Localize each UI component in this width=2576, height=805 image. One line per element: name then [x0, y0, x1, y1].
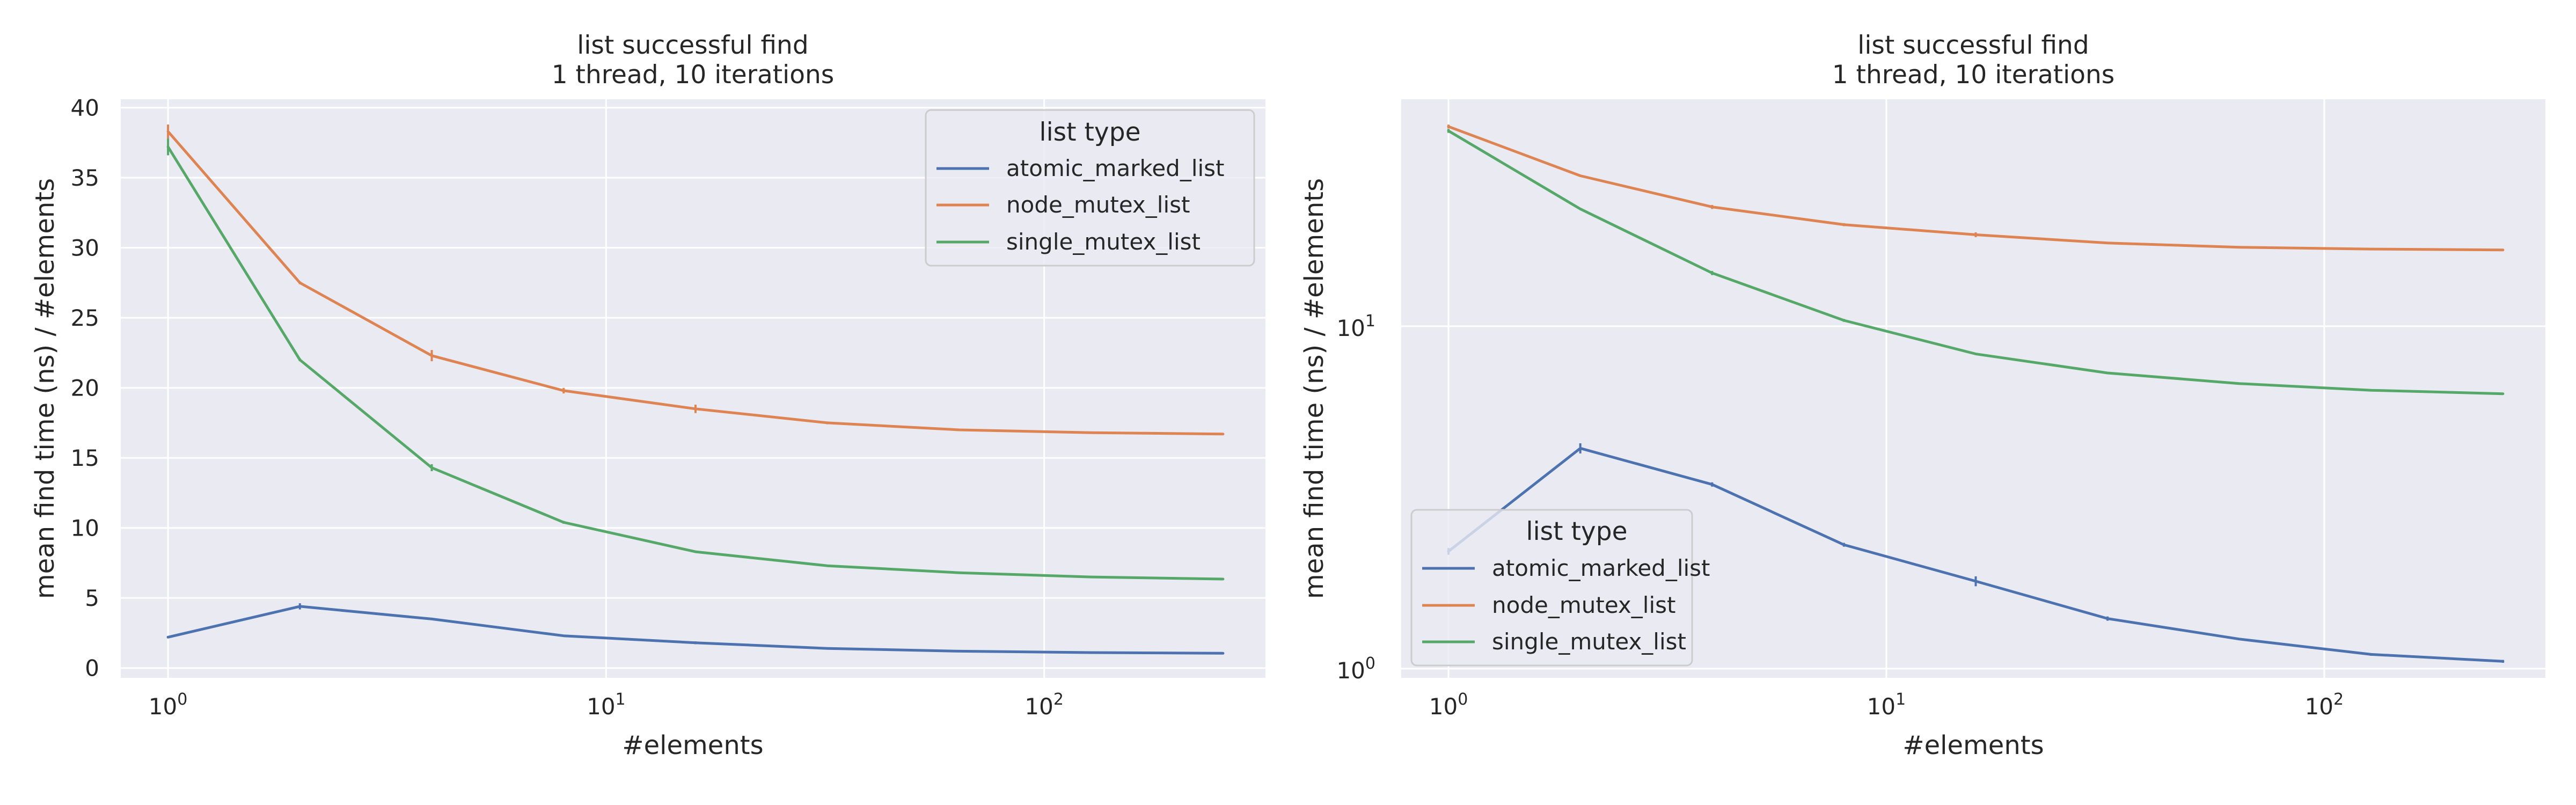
left-data-point-atomic — [958, 650, 960, 652]
right-data-point-single — [1711, 272, 1713, 274]
left-chart-panel: list successful find 1 thread, 10 iterat… — [30, 31, 1265, 760]
left-y-tick-label: 20 — [71, 375, 99, 401]
left-x-axis-label: #elements — [622, 730, 763, 760]
left-legend-label-single: single_mutex_list — [1006, 229, 1201, 255]
right-data-point-node — [2502, 249, 2504, 251]
right-x-tick-label: 100 — [1429, 690, 1468, 720]
right-legend-label-single: single_mutex_list — [1492, 628, 1686, 655]
left-data-point-atomic — [299, 605, 301, 608]
right-data-point-atomic — [2238, 638, 2241, 640]
left-legend-box — [925, 109, 1255, 267]
right-legend-title: list type — [1526, 517, 1628, 546]
right-chart-title-line1: list successful find — [1857, 31, 2089, 60]
left-x-tick-label: 100 — [149, 690, 188, 720]
left-data-point-node — [1090, 431, 1092, 434]
right-y-axis-label: mean find time (ns) / #elements — [1299, 178, 1329, 599]
left-y-tick-label: 5 — [85, 585, 99, 611]
right-data-point-single — [1579, 208, 1582, 210]
left-data-point-node — [826, 422, 829, 424]
right-data-point-node — [1711, 206, 1713, 208]
right-data-point-node — [2370, 248, 2372, 250]
left-data-point-single — [1090, 576, 1092, 578]
left-legend: list type atomic_marked_list node_mutex_… — [925, 109, 1255, 267]
left-data-point-atomic — [562, 635, 565, 637]
left-legend-title: list type — [1040, 118, 1141, 147]
left-data-point-single — [299, 358, 301, 361]
left-data-point-atomic — [826, 647, 829, 649]
right-y-tick-labels: 100 101 — [1336, 312, 1375, 684]
right-data-point-single — [1843, 319, 1845, 321]
right-chart-title-line2: 1 thread, 10 iterations — [1832, 60, 2115, 90]
left-data-point-node — [1222, 433, 1224, 435]
left-legend-label-node: node_mutex_list — [1006, 192, 1190, 218]
left-y-axis-label: mean find time (ns) / #elements — [30, 178, 60, 599]
right-data-point-atomic — [2106, 618, 2109, 620]
left-y-tick-label: 10 — [71, 515, 99, 541]
left-data-point-node — [431, 355, 433, 357]
left-y-tick-label: 30 — [71, 235, 99, 261]
left-data-point-node — [562, 390, 565, 392]
left-data-point-single — [1222, 578, 1224, 580]
left-y-tick-labels: 0 5 10 15 20 25 30 35 40 — [71, 95, 99, 682]
right-y-tick-label: 101 — [1336, 312, 1375, 341]
right-series-layer — [1447, 125, 2505, 663]
right-data-point-single — [2238, 383, 2241, 385]
right-x-tick-labels: 100 101 102 — [1429, 690, 2344, 720]
left-y-tick-label: 40 — [71, 95, 99, 121]
left-chart-title-line1: list successful find — [577, 31, 808, 60]
left-x-tick-label: 101 — [587, 690, 626, 720]
right-legend-label-node: node_mutex_list — [1492, 592, 1675, 618]
right-data-point-single — [2106, 372, 2109, 374]
left-data-point-atomic — [1090, 652, 1092, 654]
left-data-point-atomic — [1222, 652, 1224, 654]
right-x-tick-label: 102 — [2305, 690, 2344, 720]
left-data-point-single — [958, 572, 960, 574]
right-data-point-single — [1447, 130, 1450, 132]
left-data-point-atomic — [694, 642, 697, 644]
left-data-point-single — [562, 521, 565, 523]
left-series-layer — [166, 124, 1225, 655]
left-data-point-single — [167, 146, 169, 148]
right-data-point-atomic — [1579, 447, 1582, 449]
right-data-point-atomic — [2370, 653, 2372, 655]
right-data-point-single — [1974, 353, 1977, 355]
right-legend-label-atomic: atomic_marked_list — [1492, 555, 1710, 581]
right-data-point-atomic — [1974, 580, 1977, 582]
left-x-tick-labels: 100 101 102 — [149, 690, 1064, 720]
right-data-point-node — [1843, 224, 1845, 226]
left-chart-title-line2: 1 thread, 10 iterations — [552, 60, 835, 90]
right-chart-panel: list successful find 1 thread, 10 iterat… — [1299, 31, 2545, 760]
left-legend-label-atomic: atomic_marked_list — [1006, 155, 1225, 181]
right-data-point-node — [2106, 242, 2109, 244]
left-data-point-single — [826, 565, 829, 567]
right-data-point-atomic — [1843, 544, 1845, 546]
left-data-point-node — [167, 130, 169, 133]
right-data-point-atomic — [1711, 484, 1713, 486]
right-y-tick-label: 100 — [1336, 654, 1375, 684]
right-data-point-node — [1447, 126, 1450, 128]
left-data-point-single — [694, 551, 697, 553]
left-y-tick-label: 0 — [85, 655, 99, 682]
left-data-point-atomic — [431, 618, 433, 620]
left-data-point-node — [958, 429, 960, 431]
right-data-point-single — [2370, 389, 2372, 391]
left-data-point-single — [431, 466, 433, 469]
right-legend-box — [1410, 509, 1693, 667]
left-data-point-atomic — [167, 636, 169, 638]
left-x-tick-label: 102 — [1024, 690, 1064, 720]
right-data-point-node — [2238, 246, 2241, 248]
right-x-tick-label: 101 — [1867, 690, 1906, 720]
right-data-point-node — [1579, 175, 1582, 177]
left-data-point-node — [694, 408, 697, 410]
left-y-tick-label: 35 — [71, 165, 99, 191]
left-y-tick-label: 25 — [71, 305, 99, 331]
left-y-tick-label: 15 — [71, 445, 99, 471]
right-data-point-atomic — [2502, 660, 2504, 662]
left-data-point-node — [299, 282, 301, 284]
right-legend: list type atomic_marked_list node_mutex_… — [1410, 509, 1710, 667]
right-x-axis-label: #elements — [1902, 730, 2044, 760]
right-data-point-single — [2502, 393, 2504, 395]
right-data-point-node — [1974, 233, 1977, 236]
